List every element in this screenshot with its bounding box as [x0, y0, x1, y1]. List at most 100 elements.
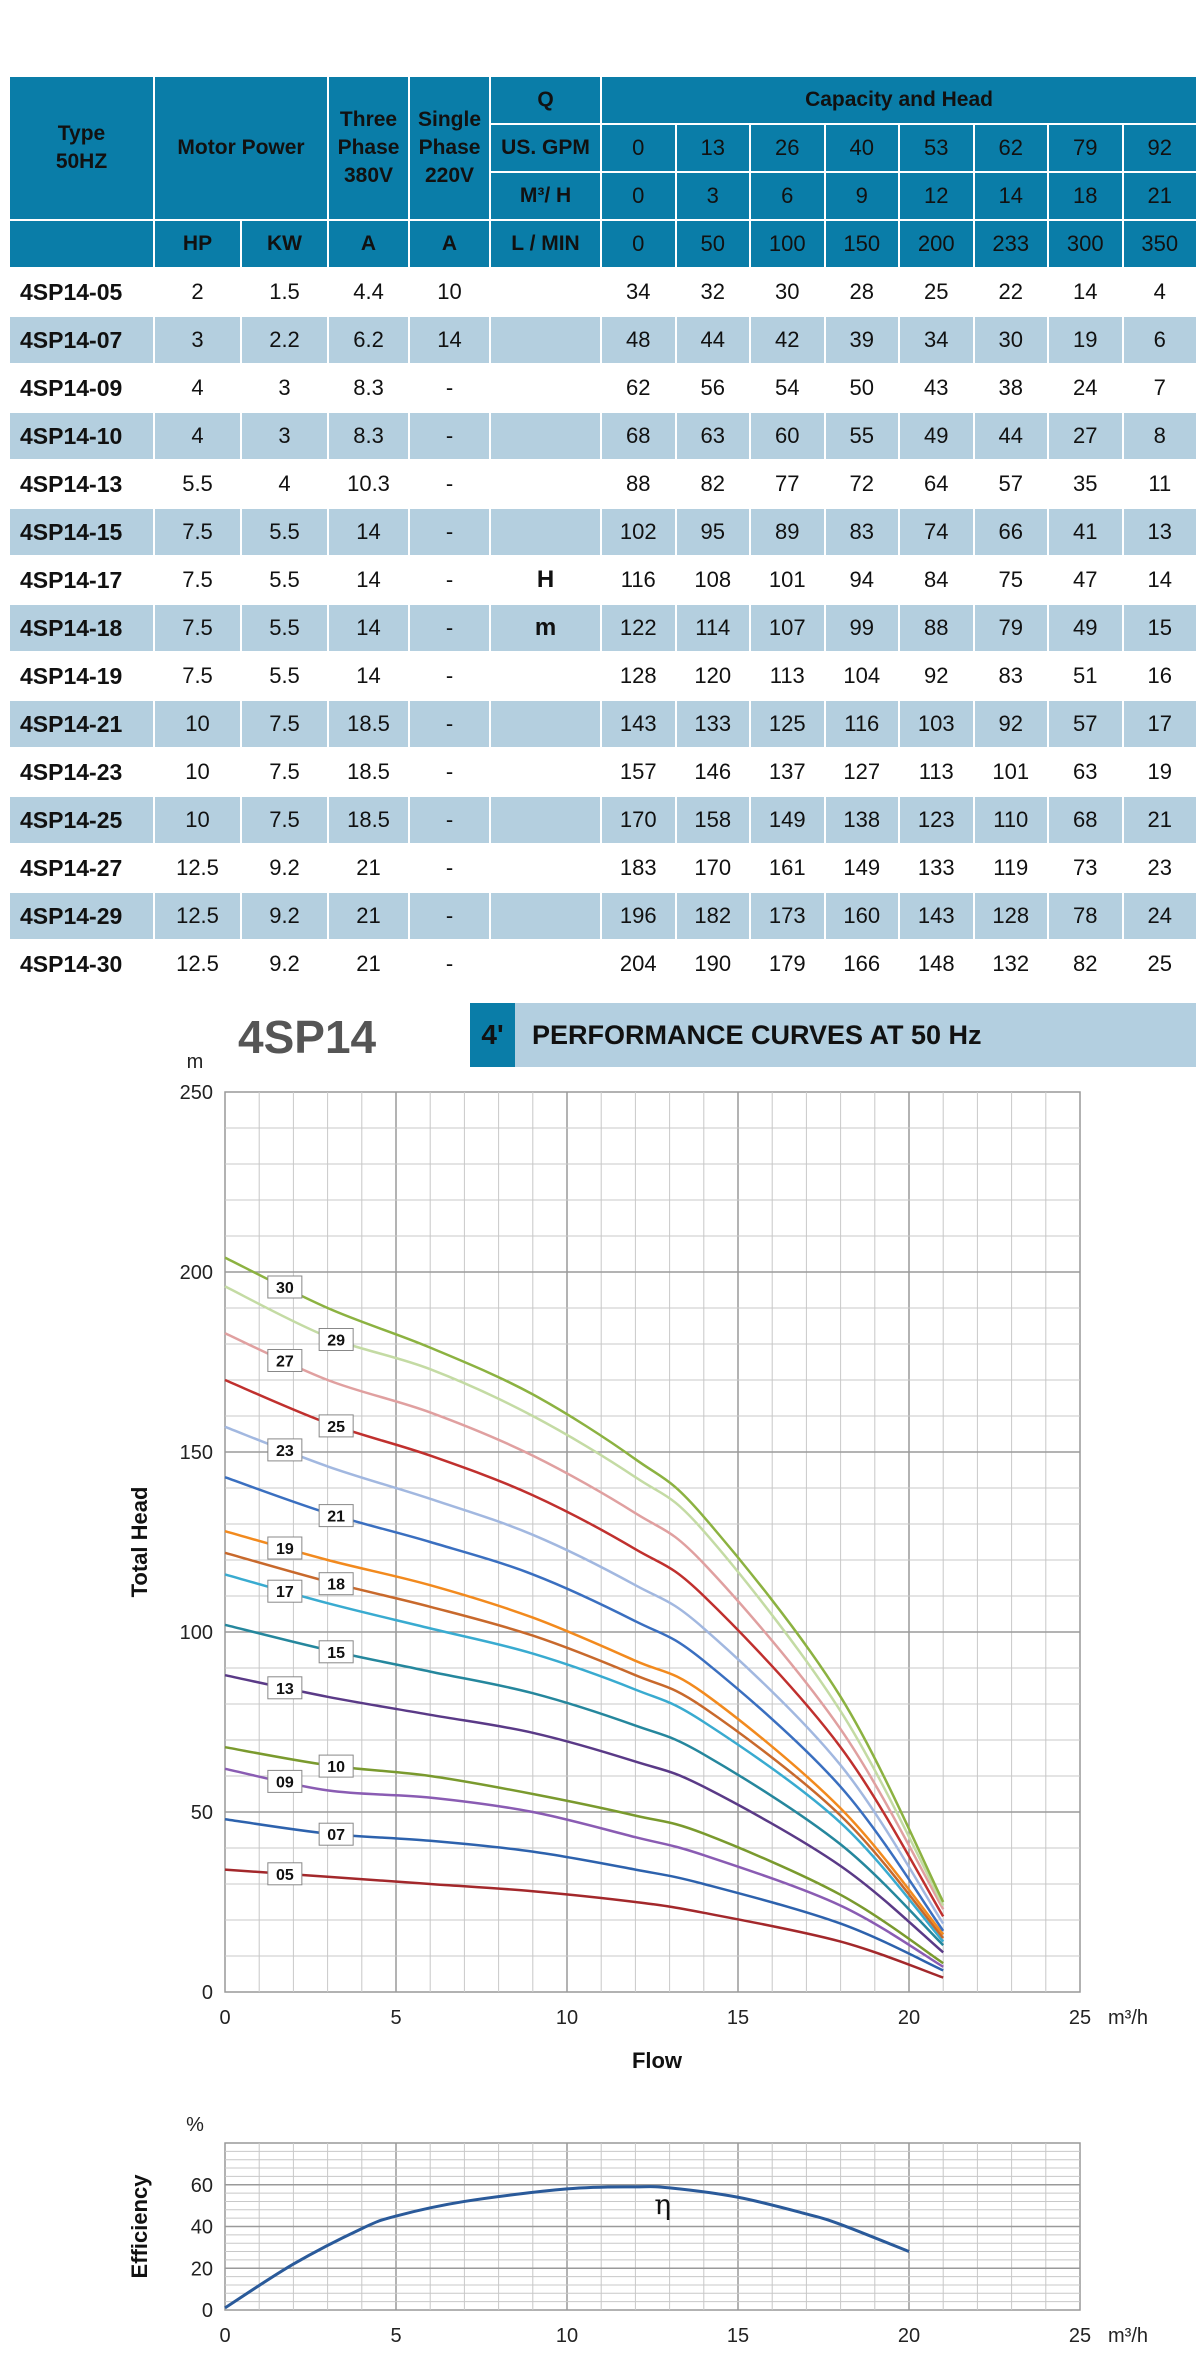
hp-cell: 3 [153, 315, 242, 365]
head-cell: 183 [600, 843, 677, 893]
curve-23 [224, 1425, 945, 1925]
kw-cell: 5.5 [239, 507, 330, 557]
head-cell: 19 [1121, 747, 1199, 797]
single-phase-header: Single Phase 220V [408, 75, 492, 221]
pump-type: 4SP14-07 [8, 315, 155, 365]
chart-banner: 4ʹ PERFORMANCE CURVES AT 50 Hz [470, 1003, 1196, 1067]
amp3-cell: 18.5 [327, 795, 411, 845]
curve-label-box-23 [267, 1438, 303, 1462]
head-cell: 49 [898, 411, 975, 461]
x-tick-label: 0 [219, 2007, 230, 2029]
curve-label-23: 23 [276, 1443, 294, 1460]
gpm-value: 79 [1047, 123, 1124, 173]
banner-title: PERFORMANCE CURVES AT 50 Hz [532, 1020, 982, 1050]
hp-cell: 4 [153, 411, 242, 461]
kw-cell: 3 [239, 411, 330, 461]
kw-cell: 1.5 [239, 267, 330, 317]
head-cell: 14 [1047, 267, 1124, 317]
head-cell: 108 [674, 555, 752, 605]
head-cell: 179 [749, 939, 826, 989]
head-cell: 38 [972, 363, 1050, 413]
amp1-cell: - [408, 747, 492, 797]
head-cell: 125 [749, 699, 826, 749]
curve-label-box-17 [267, 1579, 303, 1603]
curve-label-box-15 [318, 1640, 354, 1664]
curve-label-box-25 [318, 1414, 354, 1438]
head-cell: 63 [1047, 747, 1124, 797]
pump-type: 4SP14-17 [8, 555, 155, 605]
head-cell: 47 [1047, 555, 1124, 605]
hp-cell: 12.5 [153, 843, 242, 893]
head-cell: 149 [823, 843, 901, 893]
x-tick-label: 10 [556, 2007, 578, 2029]
x-unit-label: m³/h [1108, 2007, 1148, 2029]
table-row: 4SP14-17 7.5 5.5 14- H 116 108 101 94 84 75 47 14 [8, 555, 1199, 605]
amp3-cell: 14 [327, 603, 411, 653]
hp-cell: 10 [153, 747, 242, 797]
head-cell: 128 [600, 651, 677, 701]
hp-cell: 12.5 [153, 939, 242, 989]
head-cell: 88 [600, 459, 677, 509]
amp1-cell: - [408, 891, 492, 941]
q-unit-cell [489, 267, 603, 317]
m3h-value: 14 [972, 171, 1050, 221]
curve-label-17: 17 [276, 1584, 294, 1601]
table-row: 4SP14-23 10 7.5 18.5- 157 146 137 127 113 101 63 19 [8, 747, 1199, 797]
kw-cell: 5.5 [239, 603, 330, 653]
eff-y-tick-label: 0 [202, 2300, 213, 2322]
head-cell: 14 [1121, 555, 1199, 605]
curve-label-27: 27 [276, 1354, 294, 1371]
head-cell: 41 [1047, 507, 1124, 557]
y-tick-label: 100 [180, 1622, 213, 1644]
three-phase-header: Three Phase 380V [327, 75, 411, 221]
amp3-cell: 14 [327, 651, 411, 701]
head-cell: 19 [1047, 315, 1124, 365]
curve-label-box-19 [267, 1536, 303, 1560]
head-cell: 56 [674, 363, 752, 413]
three-phase-l2: Phase [337, 136, 400, 159]
type-header-blank [8, 219, 155, 269]
head-cell: 44 [674, 315, 752, 365]
head-cell: 68 [1047, 795, 1124, 845]
head-cell: 92 [972, 699, 1050, 749]
q-unit-cell [489, 939, 603, 989]
head-cell: 82 [1047, 939, 1124, 989]
amp1-cell: - [408, 795, 492, 845]
head-cell: 50 [823, 363, 901, 413]
pump-type: 4SP14-13 [8, 459, 155, 509]
q-unit-cell [489, 747, 603, 797]
head-cell: 158 [674, 795, 752, 845]
lmin-value: 350 [1121, 219, 1199, 269]
head-cell: 23 [1121, 843, 1199, 893]
curve-05 [224, 1868, 944, 1979]
amp3-cell: 18.5 [327, 699, 411, 749]
kw-cell: 9.2 [239, 939, 330, 989]
head-cell: 92 [898, 651, 975, 701]
amp3-cell: 18.5 [327, 747, 411, 797]
head-cell: 102 [600, 507, 677, 557]
head-cell: 34 [600, 267, 677, 317]
m3h-label: M³/ H [489, 171, 603, 221]
amp3-cell: 21 [327, 891, 411, 941]
lmin-value: 50 [674, 219, 752, 269]
head-cell: 24 [1121, 891, 1199, 941]
head-cell: 17 [1121, 699, 1199, 749]
amp3-cell: 21 [327, 939, 411, 989]
curve-label-box-27 [267, 1349, 303, 1372]
hp-cell: 7.5 [153, 603, 242, 653]
head-cell: 24 [1047, 363, 1124, 413]
efficiency-curve [224, 2185, 910, 2310]
curve-label-09: 09 [276, 1774, 294, 1791]
head-cell: 107 [749, 603, 826, 653]
amp3-cell: 14 [327, 507, 411, 557]
y-tick-label: 250 [180, 1082, 213, 1104]
table-row: 4SP14-19 7.5 5.5 14- 128 120 113 104 92 83 51 16 [8, 651, 1199, 701]
head-cell: 64 [898, 459, 975, 509]
eff-y-tick-label: 40 [191, 2217, 213, 2239]
head-cell: 43 [898, 363, 975, 413]
curve-label-box-05 [267, 1862, 303, 1886]
head-cell: 83 [972, 651, 1050, 701]
curve-label-29: 29 [327, 1333, 345, 1350]
eff-x-tick-label: 5 [390, 2325, 401, 2347]
head-cell: 60 [749, 411, 826, 461]
